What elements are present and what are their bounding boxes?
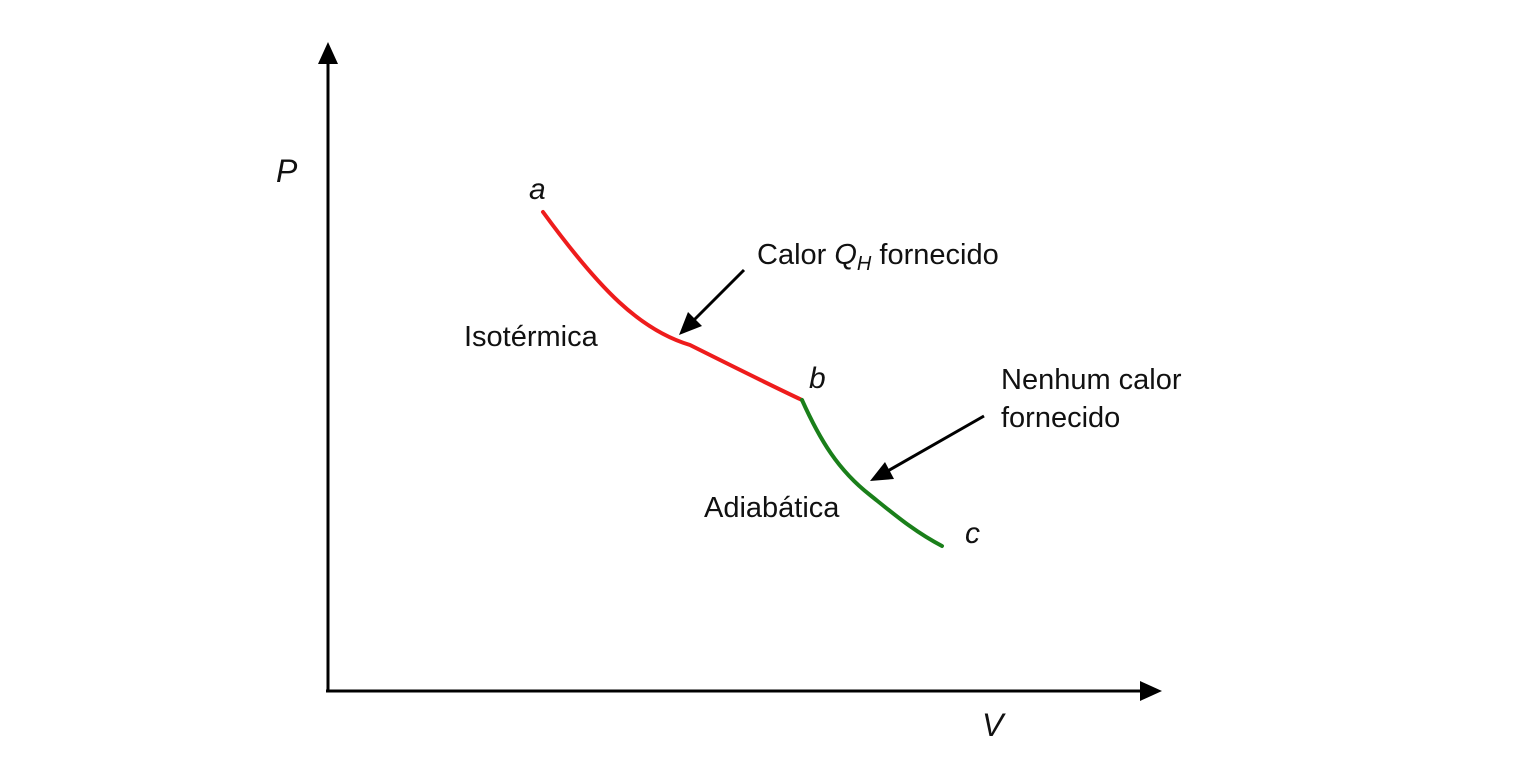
heat-supplied-prefix: Calor [757,239,834,271]
heat-supplied-label: Calor QH fornecido [757,239,999,275]
no-heat-label-line2: fornecido [1001,402,1120,434]
no-heat-arrowhead [870,462,894,481]
isothermal-curve [541,210,804,402]
point-b-label: b [809,362,826,395]
x-axis-label: V [982,707,1006,743]
point-a-label: a [529,173,546,206]
y-axis-arrowhead [318,42,338,64]
x-axis-arrowhead [1140,681,1162,701]
adiabatic-curve [800,398,944,548]
heat-supplied-suffix: fornecido [871,239,998,271]
heat-subscript: H [857,253,872,275]
heat-supplied-arrowhead [679,312,702,335]
no-heat-arrow [885,414,985,474]
y-axis-label: P [276,153,298,189]
heat-supplied-arrow [690,268,746,324]
heat-symbol: Q [834,239,857,271]
adiabatic-label: Adiabática [704,492,840,524]
point-c-label: c [965,517,980,550]
isothermal-label: Isotérmica [464,321,599,353]
no-heat-label-line1: Nenhum calor [1001,364,1182,396]
